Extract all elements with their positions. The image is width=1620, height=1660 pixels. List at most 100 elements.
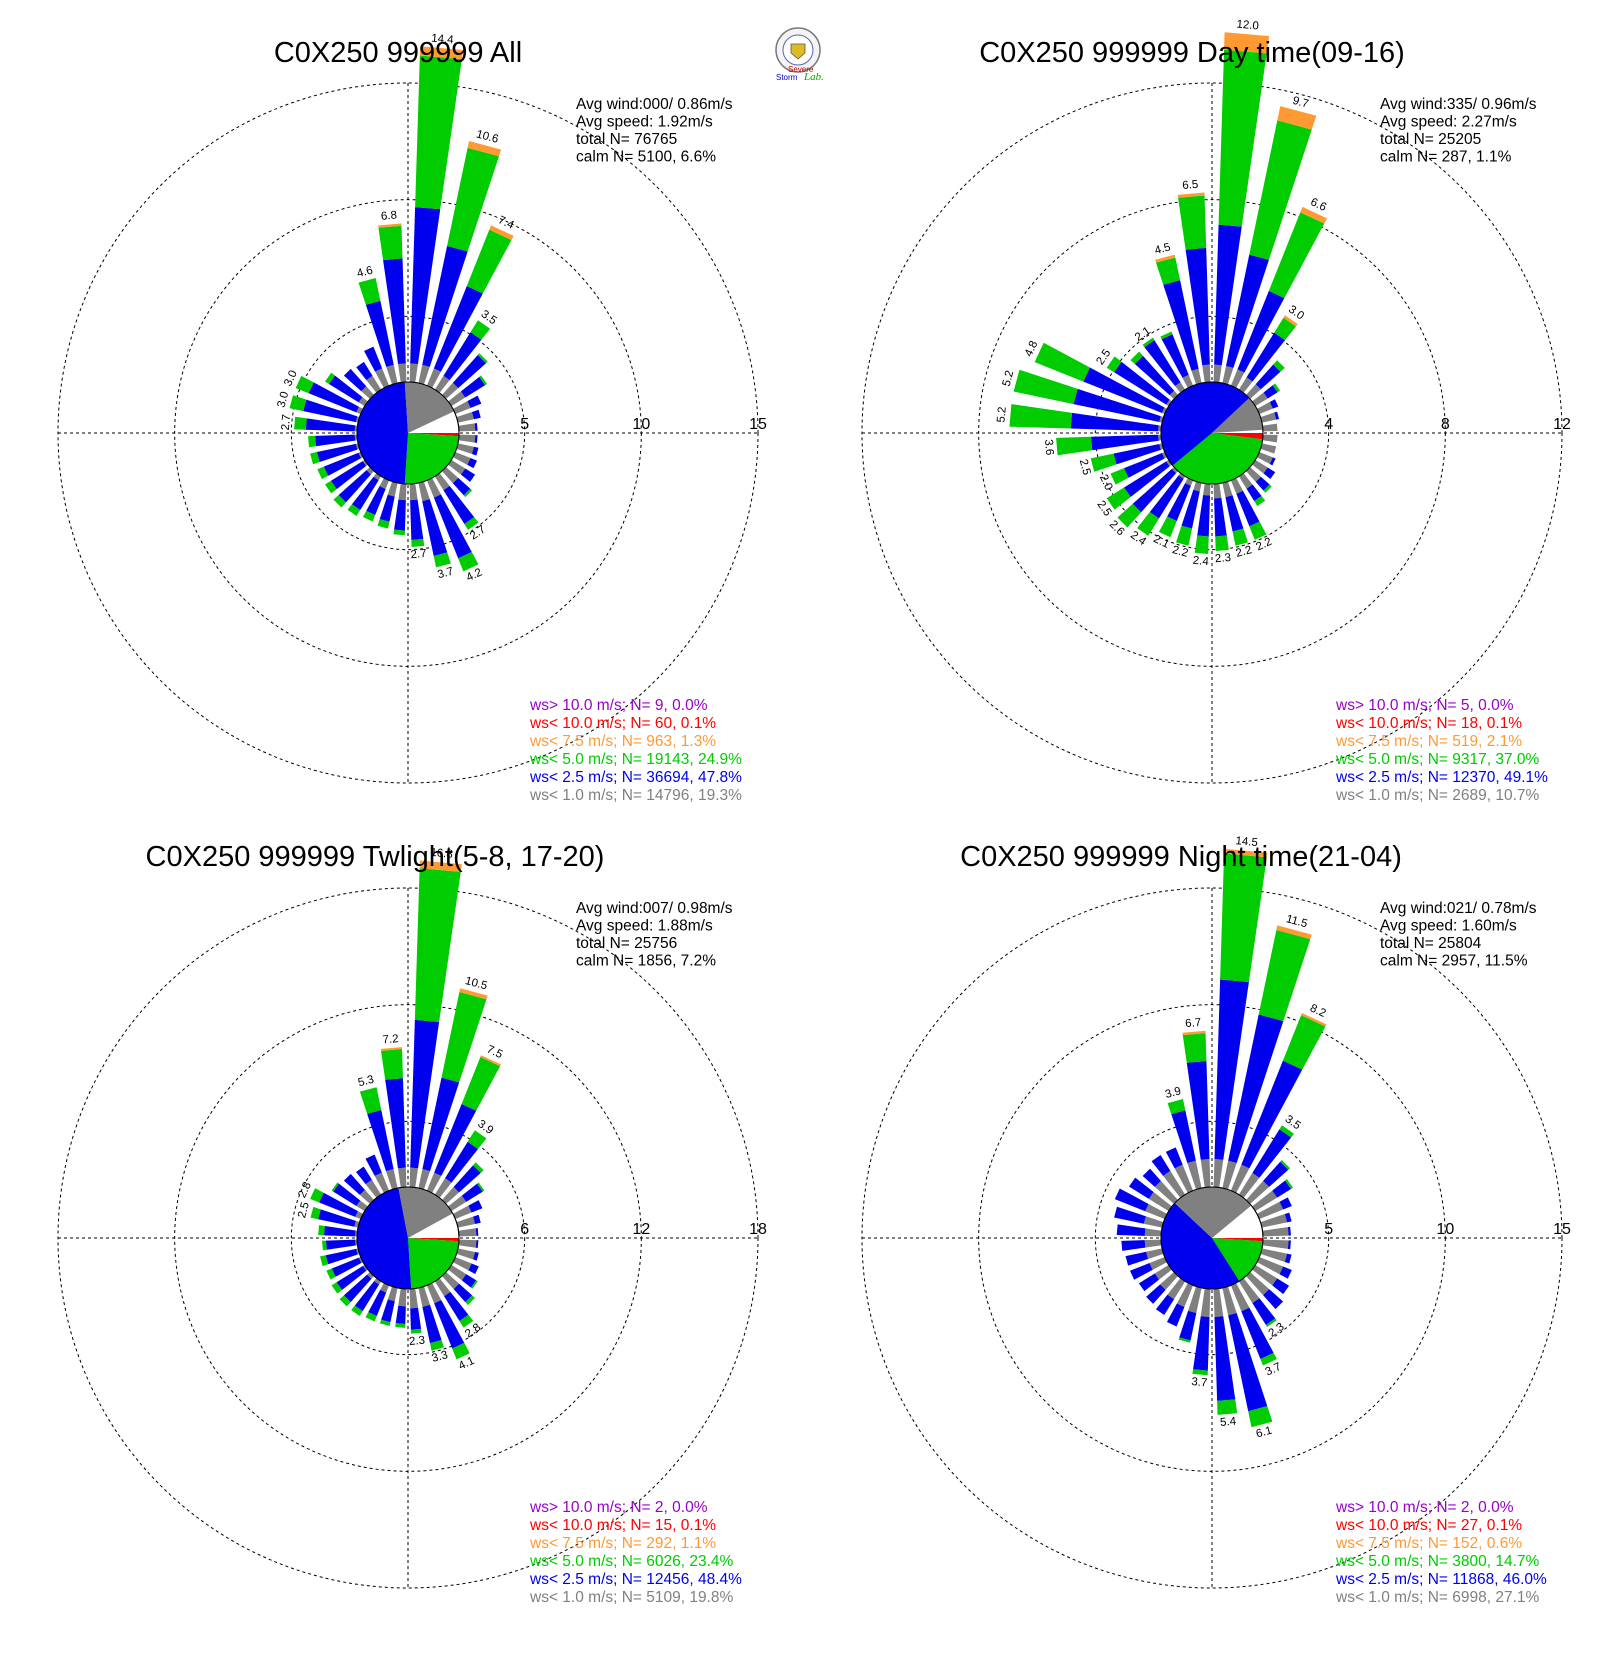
legend-entry: ws< 1.0 m/s; N= 5109, 19.8% — [529, 1589, 734, 1606]
bar-value-label: 2.2 — [1235, 544, 1254, 560]
lt2_5-segment — [474, 435, 478, 443]
bar-value-label: 2.5 — [296, 1201, 312, 1220]
calm-pie-border — [1160, 381, 1264, 485]
calm-lt1-segment — [434, 1278, 451, 1297]
lt5-segment — [1249, 521, 1267, 540]
calm-pie — [356, 1186, 460, 1290]
direction-bar — [395, 1288, 407, 1328]
direction-bar — [331, 1182, 368, 1212]
calm-lt1-segment — [1203, 483, 1211, 496]
calm-lt1-segment — [1230, 477, 1243, 494]
pie-lt2_5-slice — [1161, 1203, 1240, 1289]
lt5-segment — [1218, 49, 1267, 227]
lt2_5-segment — [1228, 1313, 1268, 1412]
lt2_5-segment — [1163, 280, 1199, 371]
lt2_5-segment — [1252, 1298, 1276, 1325]
lt7_5-segment — [1182, 1030, 1206, 1036]
lt5-segment — [324, 480, 337, 494]
calm-lt1-segment — [1252, 392, 1268, 407]
direction-bar: 7.5 — [426, 1044, 504, 1194]
direction-bar: 7.4 — [426, 214, 516, 389]
lab-logo: Severe Storm Lab. — [775, 27, 824, 83]
lt2_5-segment — [1225, 495, 1244, 532]
calm-lt1-segment — [379, 477, 390, 490]
lt5-segment — [477, 1182, 485, 1192]
direction-bar: 3.3 — [418, 1286, 449, 1365]
lt2_5-segment — [1132, 468, 1177, 513]
calm-lt1-segment — [355, 443, 360, 450]
calm-lt1-segment — [1262, 434, 1278, 443]
calm-pie-border — [356, 1186, 460, 1290]
lt5-segment — [473, 1162, 484, 1173]
stats-line: calm N= 287, 1.1% — [1380, 149, 1512, 166]
calm-lt1-segment — [1146, 1248, 1164, 1260]
lt5-segment — [470, 1280, 478, 1289]
lt2_5-segment — [410, 1307, 422, 1330]
calm-lt1-segment — [418, 364, 430, 385]
legend-entry: ws< 7.5 m/s; N= 519, 2.1% — [1335, 733, 1522, 750]
calm-lt1-segment — [1166, 459, 1172, 467]
direction-bar — [339, 1271, 375, 1307]
lt5-segment — [310, 1206, 321, 1220]
bar-value-label: 6.8 — [381, 209, 398, 222]
range-ring — [1094, 315, 1330, 551]
lt2_5-segment — [395, 1305, 406, 1324]
direction-bar — [310, 443, 360, 465]
range-ring — [290, 1120, 526, 1356]
lt5-segment — [1130, 351, 1144, 365]
lt2_5-segment — [1171, 1110, 1196, 1163]
calm-lt1-segment — [434, 473, 450, 491]
calm-lt1-segment — [441, 466, 459, 484]
stats-line: Avg speed: 1.88m/s — [576, 918, 713, 935]
lt2_5-segment — [1255, 364, 1281, 390]
lt2_5-segment — [356, 1166, 372, 1185]
direction-bar: 11.5 — [1222, 913, 1312, 1190]
lt5-segment — [1013, 369, 1078, 405]
direction-bar — [1142, 1168, 1179, 1205]
calm-lt1-segment — [1200, 1288, 1211, 1317]
lt2_5-segment — [1272, 1278, 1290, 1295]
lt5-segment — [429, 1340, 444, 1351]
lt2_5-segment — [333, 1183, 361, 1207]
lt2_5-segment — [385, 1078, 406, 1169]
calm-lt1-segment — [426, 368, 441, 389]
calm-lt1-segment — [418, 481, 430, 502]
lt5-segment — [470, 320, 491, 340]
pie-lt1-slice — [404, 382, 455, 433]
direction-bar: 2.8 — [434, 1278, 483, 1340]
calm-lt1-segment — [1238, 377, 1253, 393]
lt5-segment — [351, 1305, 363, 1317]
lt2_5-segment — [1287, 1226, 1291, 1236]
lt2_5-segment — [434, 1103, 477, 1176]
pie-lt5-slice — [1212, 1238, 1263, 1282]
legend-entry: ws< 10.0 m/s; N= 27, 0.1% — [1335, 1517, 1522, 1534]
direction-bar: 4.5 — [1153, 241, 1202, 385]
direction-bar — [322, 1239, 358, 1251]
lt2_5-segment — [1142, 1168, 1161, 1187]
lt5-segment — [1220, 853, 1267, 982]
lt5-segment — [347, 504, 361, 517]
calm-lt1-segment — [1161, 451, 1168, 459]
lt2_5-segment — [338, 470, 371, 503]
pie-lt5-slice — [1172, 433, 1263, 485]
direction-bar — [1121, 1239, 1162, 1251]
lt2_5-segment — [443, 485, 475, 524]
lt5-segment — [379, 1319, 391, 1326]
calm-lt1-segment — [1213, 1288, 1224, 1317]
lt7_5-segment — [1277, 106, 1317, 130]
lt2_5-segment — [1287, 1240, 1291, 1250]
lt5-segment — [1158, 516, 1177, 538]
direction-bar — [364, 346, 390, 389]
lt5-segment — [465, 1295, 476, 1306]
lt5-segment — [1279, 1125, 1295, 1138]
calm-lt1-segment — [1256, 451, 1273, 464]
direction-bar: 3.0 — [276, 390, 360, 423]
lt5-segment — [459, 1314, 474, 1328]
calm-lt1-segment — [398, 1288, 407, 1307]
lt2_5-segment — [410, 499, 424, 540]
panel-title: C0X250 999999 Twlight(5-8, 17-20) — [146, 841, 605, 873]
direction-bar — [1256, 1197, 1292, 1220]
lt2_5-segment — [316, 443, 358, 463]
lt2_5-segment — [433, 285, 483, 372]
calm-lt1-segment — [456, 1248, 476, 1260]
